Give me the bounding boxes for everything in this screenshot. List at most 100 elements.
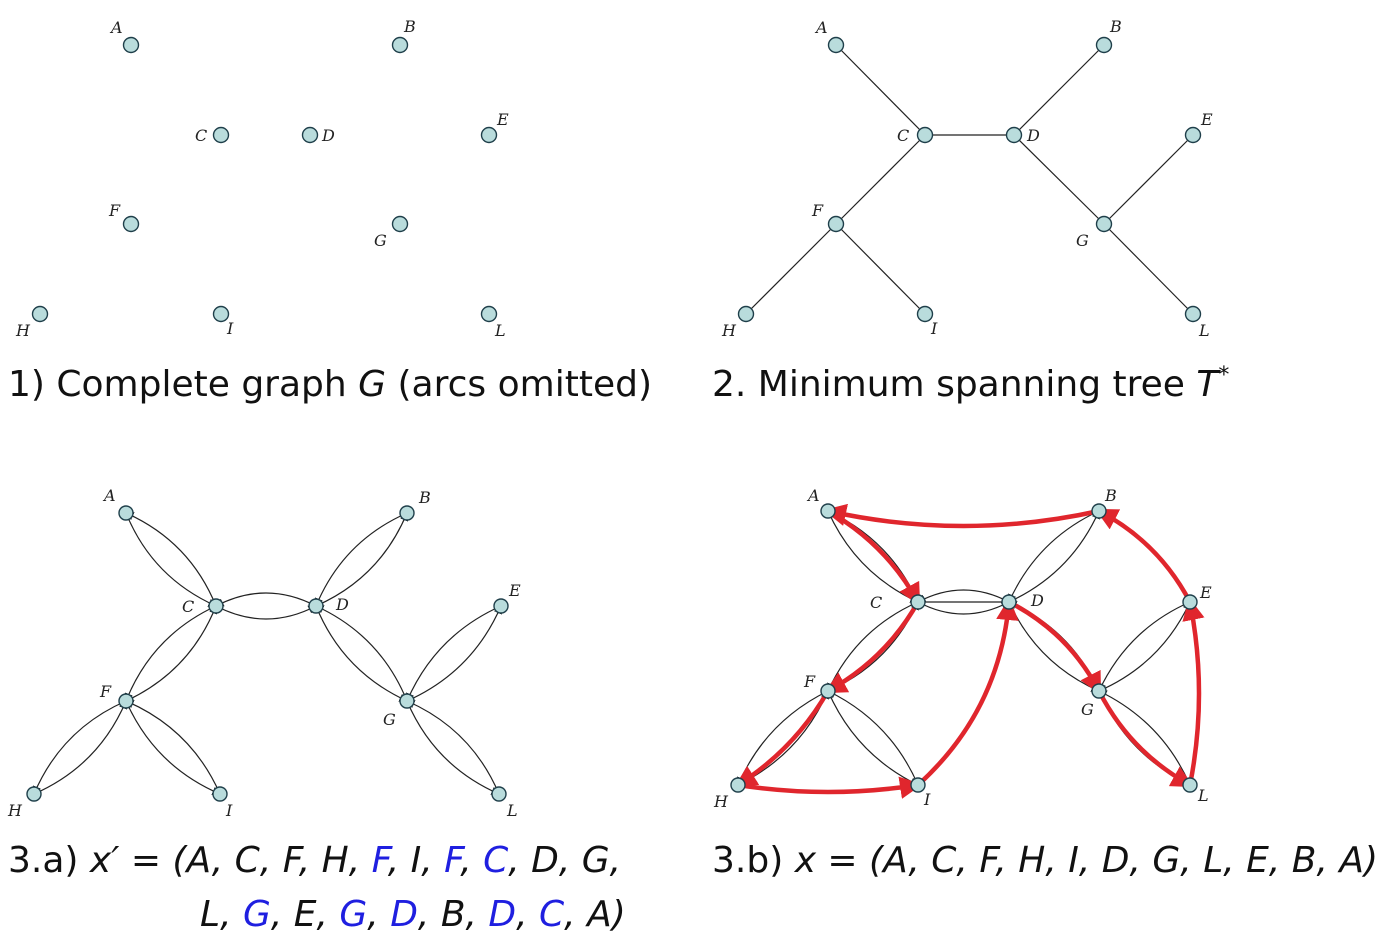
arc-cd — [215, 605, 317, 620]
tree-edge-ac — [835, 44, 926, 136]
sequence-item: E — [1246, 840, 1269, 881]
node-e — [493, 598, 509, 614]
node-i — [910, 777, 926, 793]
tree-edge-gl — [1103, 223, 1194, 315]
node-label-d: D — [335, 595, 349, 614]
arc-cd — [917, 601, 1010, 615]
sequence-item: D — [1102, 840, 1130, 881]
sequence-item: C — [483, 840, 509, 881]
node-label-c: C — [182, 597, 194, 616]
node-label-b: B — [1109, 17, 1122, 36]
arc-cf — [124, 605, 217, 702]
arc-fi — [125, 700, 221, 795]
tree-edge-dg — [1013, 134, 1105, 225]
tour-arc-hi — [737, 776, 923, 799]
node-label-g: G — [383, 710, 396, 729]
sequence-item: D — [488, 894, 516, 935]
arc-gd — [315, 605, 408, 702]
caption-2: 2. Minimum spanning tree T* — [712, 363, 1229, 405]
sequence-item: G — [339, 894, 367, 935]
arc-ge — [1098, 601, 1191, 692]
arc-dc — [215, 592, 317, 607]
arc-fc — [827, 601, 919, 692]
arc-lg — [406, 700, 500, 795]
node-h — [730, 777, 746, 793]
tour-arc-gl — [1096, 689, 1194, 788]
node-e — [480, 126, 498, 144]
node-label-d: D — [321, 126, 335, 145]
node-g — [1091, 683, 1107, 699]
node-a — [122, 36, 140, 54]
node-f — [820, 683, 836, 699]
sequence-item: A — [1337, 840, 1364, 881]
node-c — [212, 126, 230, 144]
sequence-item: L — [1203, 840, 1223, 881]
tree-edge-bd — [1013, 44, 1105, 136]
node-h — [737, 305, 755, 323]
node-label-f: F — [108, 201, 121, 220]
sequence-item: H — [1018, 840, 1045, 881]
node-i — [212, 305, 230, 323]
node-l — [480, 305, 498, 323]
node-label-b: B — [418, 488, 431, 507]
node-c — [208, 598, 224, 614]
sequence-item: H — [322, 840, 349, 881]
node-label-b: B — [1104, 486, 1117, 505]
sequence-item: C — [539, 894, 565, 935]
node-e — [1184, 126, 1202, 144]
arc-bd — [1008, 510, 1100, 603]
node-b — [1091, 503, 1107, 519]
tour-arc-dg — [1007, 599, 1102, 695]
node-label-g: G — [1076, 231, 1089, 250]
node-label-l: L — [494, 321, 506, 340]
sequence-item: A — [585, 894, 612, 935]
sequence-item: D — [390, 894, 418, 935]
node-label-i: I — [923, 790, 931, 809]
arc-bd — [315, 512, 408, 607]
caption-3a-line2: L, G, E, G, D, B, D, C, A) — [200, 894, 626, 935]
node-d — [1001, 594, 1017, 610]
node-label-f: F — [803, 672, 816, 691]
node-l — [491, 786, 507, 802]
node-a — [827, 36, 845, 54]
arc-hf — [737, 690, 829, 786]
node-label-l: L — [1198, 321, 1210, 340]
node-g — [1095, 215, 1113, 233]
node-label-a: A — [109, 18, 123, 37]
node-label-c: C — [195, 126, 207, 145]
panel-tour: A B C D E F G H I L — [713, 486, 1212, 811]
panel-doubled-tree: A B C D E F G H I L — [7, 486, 521, 820]
arc-gd — [1008, 601, 1100, 692]
tour-arc-le — [1182, 597, 1205, 786]
node-l — [1184, 305, 1202, 323]
node-b — [1095, 36, 1113, 54]
sequence-item: C — [235, 840, 261, 881]
node-label-l: L — [506, 801, 518, 820]
tree-edge-fh — [745, 223, 837, 315]
node-label-d: D — [1026, 126, 1040, 145]
tour-arc-fh — [734, 689, 830, 788]
panel-spanning-tree: A B C D E F G H I L — [721, 17, 1213, 340]
sequence-item: A — [881, 840, 908, 881]
arc-hf — [33, 700, 127, 795]
arc-fh — [33, 700, 127, 795]
arc-fc — [125, 605, 218, 702]
arc-dg — [315, 605, 408, 702]
arc-ca — [125, 512, 217, 607]
arc-eg — [1098, 601, 1191, 692]
arc-if — [827, 690, 919, 786]
arc-eg — [406, 605, 502, 702]
arc-fh — [737, 690, 829, 786]
arc-db — [1008, 510, 1100, 603]
node-c — [916, 126, 934, 144]
node-label-h: H — [7, 801, 23, 820]
node-label-h: H — [713, 792, 729, 811]
arc-cf — [827, 601, 919, 692]
node-a — [118, 505, 134, 521]
node-label-b: B — [403, 17, 416, 36]
node-label-i: I — [226, 319, 234, 338]
node-label-c: C — [897, 126, 909, 145]
node-label-c: C — [870, 593, 882, 612]
sequence-item: A — [184, 840, 211, 881]
